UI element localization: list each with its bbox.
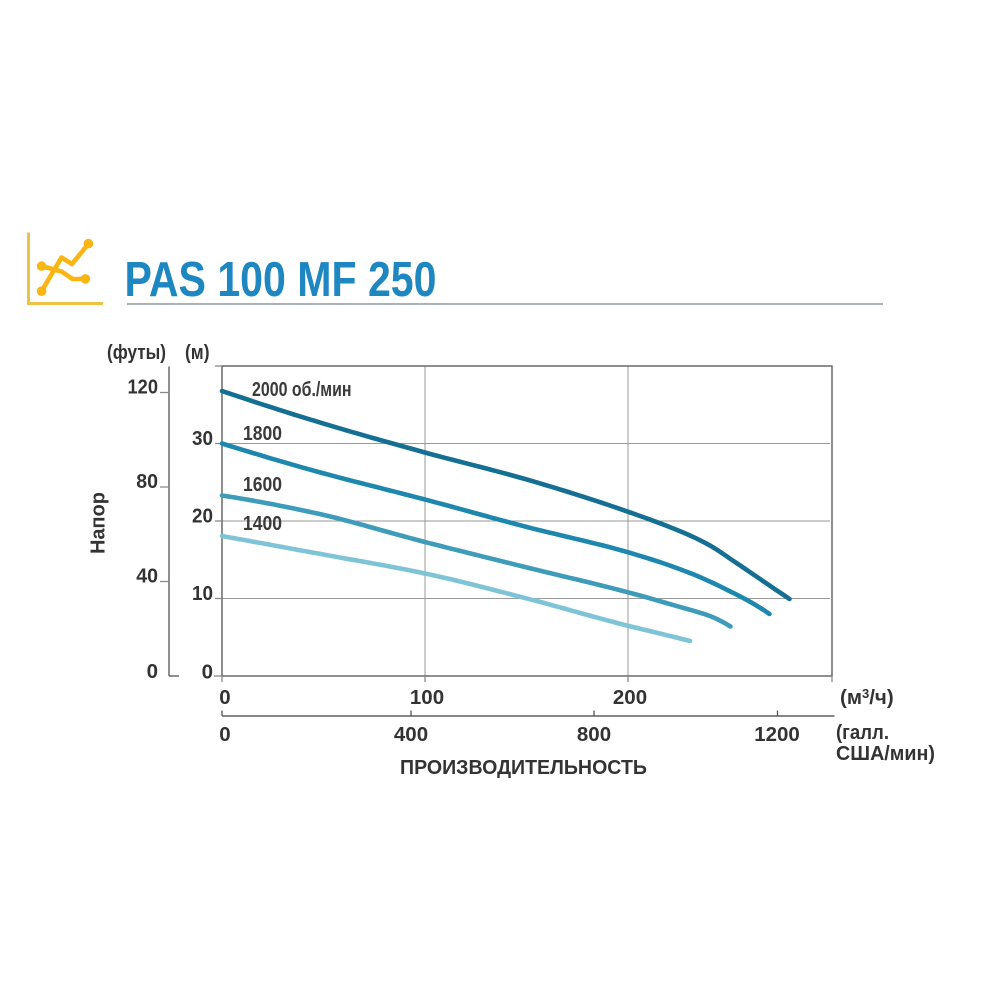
svg-text:0: 0 <box>219 686 230 709</box>
svg-text:(м3/ч): (м3/ч) <box>840 686 894 709</box>
svg-text:США/мин): США/мин) <box>836 742 935 765</box>
svg-text:800: 800 <box>577 723 611 746</box>
svg-text:1600: 1600 <box>243 473 282 496</box>
svg-text:10: 10 <box>192 582 213 605</box>
svg-text:1800: 1800 <box>243 422 282 445</box>
svg-text:ПРОИЗВОДИТЕЛЬНОСТЬ: ПРОИЗВОДИТЕЛЬНОСТЬ <box>400 756 647 779</box>
svg-text:Напор: Напор <box>87 492 110 554</box>
svg-text:30: 30 <box>192 427 213 450</box>
svg-text:1400: 1400 <box>243 512 282 535</box>
svg-text:200: 200 <box>613 686 647 709</box>
svg-text:1200: 1200 <box>754 723 800 746</box>
svg-text:120: 120 <box>128 376 159 399</box>
svg-text:PAS 100 MF 250: PAS 100 MF 250 <box>125 253 437 307</box>
svg-text:0: 0 <box>202 661 213 684</box>
svg-text:0: 0 <box>147 660 158 683</box>
svg-text:(галл.: (галл. <box>836 721 889 744</box>
svg-text:100: 100 <box>410 686 444 709</box>
svg-text:2000 об./мин: 2000 об./мин <box>252 378 352 401</box>
svg-text:80: 80 <box>136 470 158 493</box>
svg-text:0: 0 <box>219 723 230 746</box>
svg-text:(футы): (футы) <box>107 341 166 364</box>
svg-text:(м): (м) <box>185 341 210 364</box>
svg-text:20: 20 <box>192 505 213 528</box>
svg-text:40: 40 <box>136 565 158 588</box>
svg-text:400: 400 <box>394 723 428 746</box>
